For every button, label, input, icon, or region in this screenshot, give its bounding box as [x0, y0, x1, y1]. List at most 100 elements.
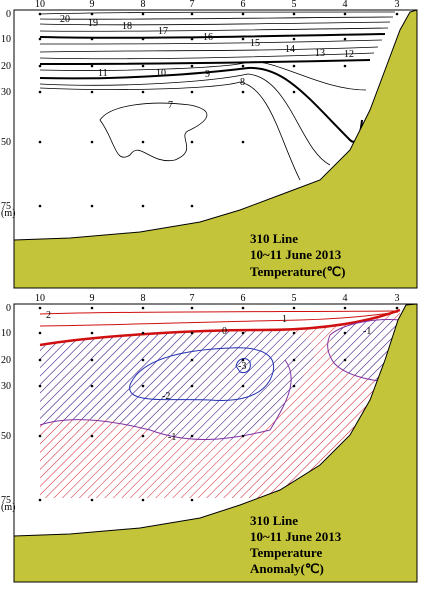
sample-dot [90, 358, 94, 362]
station-label: 9 [90, 0, 95, 10]
contour-label: 2 [46, 310, 51, 321]
sample-dot [190, 64, 194, 68]
title-line: Anomaly(℃) [250, 561, 324, 576]
anomaly-contour-neg2 [129, 347, 275, 401]
depth-unit: (m) [1, 502, 15, 513]
seabed-land [13, 9, 418, 289]
station-label: 8 [141, 0, 146, 10]
sample-dot [141, 331, 145, 335]
sample-dot [343, 12, 347, 16]
contour-label: 17 [158, 26, 168, 37]
sample-dot [395, 12, 399, 16]
sample-dot [38, 12, 42, 16]
contour-label: 1 [282, 314, 287, 325]
anomaly-contour-2 [39, 310, 396, 315]
station-label: 4 [343, 0, 348, 10]
sample-dot [90, 90, 94, 94]
sample-dot [190, 90, 194, 94]
contour-label: 19 [88, 18, 98, 29]
isotherm-20 [39, 11, 396, 15]
sample-dot [343, 358, 347, 362]
station-label: 10 [35, 0, 45, 10]
anomaly-contour-1 [39, 311, 399, 327]
depth-tick-label: 50 [1, 137, 11, 148]
sample-dot [241, 37, 245, 41]
temperature-contours [39, 11, 396, 181]
contour-label: 14 [285, 44, 295, 55]
anomaly-contour-0 [39, 308, 401, 347]
contour-labels: 2 1 0 -1 -2 -3 -1 [46, 310, 371, 443]
station-label: 8 [141, 293, 146, 304]
sample-dot [292, 90, 296, 94]
title-line: Temperature(℃) [250, 264, 345, 279]
panel-title: 310 Line 10~11 June 2013 Temperature Ano… [250, 513, 342, 576]
sample-dot [90, 384, 94, 388]
title-line: 310 Line [250, 231, 298, 246]
sample-dot [90, 306, 94, 310]
station-label: 4 [343, 293, 348, 304]
sample-dot [190, 140, 194, 144]
sample-dot [292, 12, 296, 16]
sample-dot [190, 331, 194, 335]
sample-dot [38, 498, 42, 502]
sample-dot [190, 498, 194, 502]
sample-dot [141, 498, 145, 502]
depth-tick-label: 30 [1, 381, 11, 392]
sample-dot [241, 12, 245, 16]
panel-temperature: 20 19 18 17 16 15 14 13 12 11 10 9 8 7 1… [1, 0, 418, 289]
sample-dot [141, 90, 145, 94]
sample-dot [241, 358, 245, 362]
sample-dot [141, 37, 145, 41]
isotherm-15 [39, 39, 383, 45]
sample-dot [292, 37, 296, 41]
isotherm-19 [39, 16, 394, 20]
depth-tick-label: 0 [6, 9, 11, 20]
depth-tick-label: 50 [1, 431, 11, 442]
sample-dot [90, 498, 94, 502]
anomaly-contour-neg1 [39, 359, 292, 440]
contour-label: 7 [168, 100, 173, 111]
contour-label: 10 [156, 68, 166, 79]
sample-dot [38, 306, 42, 310]
sample-dot [90, 331, 94, 335]
sample-dot [90, 12, 94, 16]
depth-tick-label: 10 [1, 328, 11, 339]
depth-ticks: 0 10 20 30 50 75 [1, 9, 11, 212]
sample-dot [241, 306, 245, 310]
station-labels: 10 9 8 7 6 5 4 3 [35, 293, 400, 304]
sample-dot [141, 12, 145, 16]
contour-label: 18 [122, 21, 132, 32]
contour-label: 11 [98, 68, 108, 79]
station-label: 7 [190, 293, 195, 304]
sample-dot [90, 140, 94, 144]
station-labels: 10 9 8 7 6 5 4 3 [35, 0, 400, 10]
sample-dot [90, 37, 94, 41]
panel-anomaly: 2 1 0 -1 -2 -3 -1 10 9 8 7 6 5 4 3 01020305075 … [1, 293, 418, 583]
sample-dot [343, 306, 347, 310]
title-line: 10~11 June 2013 [250, 247, 342, 262]
sample-dot [292, 331, 296, 335]
panel-title: 310 Line 10~11 June 2013 Temperature(℃) [250, 231, 345, 279]
station-label: 5 [292, 0, 297, 10]
contour-label: -1 [363, 326, 371, 337]
sample-dot [292, 306, 296, 310]
sample-dot [90, 434, 94, 438]
isotherm-16 [39, 33, 386, 39]
contour-label: -1 [168, 432, 176, 443]
contour-label: 12 [344, 49, 354, 60]
sample-dots [38, 306, 399, 502]
contour-label: -3 [238, 361, 246, 372]
sample-dot [343, 37, 347, 41]
sample-dot [241, 140, 245, 144]
contour-label: 0 [222, 326, 227, 337]
contour-label: 16 [203, 32, 213, 43]
isotherm-8 [39, 81, 301, 181]
sample-dot [38, 64, 42, 68]
station-label: 6 [241, 293, 246, 304]
sample-dot [38, 90, 42, 94]
sample-dot [141, 140, 145, 144]
sample-dot [190, 358, 194, 362]
isotherm-17 [39, 27, 389, 32]
station-label: 3 [395, 0, 400, 10]
